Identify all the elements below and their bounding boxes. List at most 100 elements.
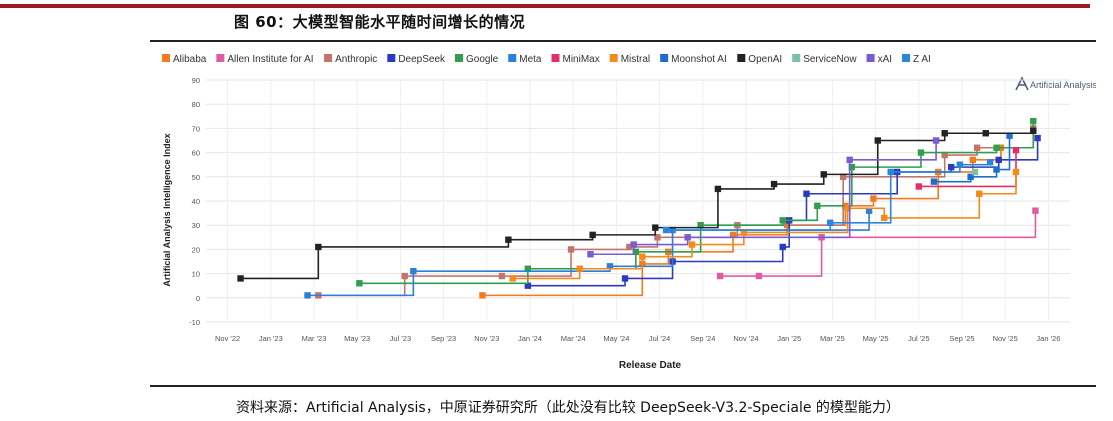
data-point[interactable] [652,224,659,231]
legend-item[interactable]: Alibaba [162,54,207,65]
data-point[interactable] [967,173,974,180]
data-point[interactable] [626,243,633,251]
series-xai [587,137,940,258]
legend-swatch [866,54,875,62]
data-point[interactable] [1030,117,1037,125]
data-point[interactable] [589,231,596,239]
x-tick-label: Mar '25 [820,334,845,343]
data-point[interactable] [887,168,894,176]
data-point[interactable] [498,272,506,280]
data-point[interactable] [621,275,629,282]
data-point[interactable] [930,178,938,185]
data-point[interactable] [729,231,737,239]
data-point[interactable] [915,183,922,190]
legend-label: xAI [878,54,892,65]
legend-item[interactable]: xAI [866,54,892,65]
data-point[interactable] [865,207,873,214]
data-point[interactable] [973,144,981,151]
data-point[interactable] [982,130,989,137]
data-point[interactable] [917,149,925,156]
data-point[interactable] [969,156,976,164]
data-point[interactable] [654,234,661,241]
data-point[interactable] [1030,127,1037,135]
legend-item[interactable]: OpenAI [737,54,782,65]
data-point[interactable] [874,137,881,144]
data-point[interactable] [688,241,696,248]
y-tick-label: 70 [192,124,200,133]
data-point[interactable] [697,222,704,229]
data-point[interactable] [1012,146,1020,154]
series-anthropic [315,125,1037,299]
legend: Alibaba Allen Institute for AI Anthropic De… [162,54,931,65]
data-point[interactable] [356,280,363,287]
data-point[interactable] [524,282,532,289]
data-point[interactable] [509,275,516,282]
legend-item[interactable]: ServiceNow [792,54,857,65]
data-point[interactable] [606,263,614,270]
legend-item[interactable]: Allen Institute for AI [216,54,314,65]
data-point[interactable] [779,243,786,251]
legend-item[interactable]: Meta [508,54,542,65]
data-point[interactable] [714,185,722,193]
data-point[interactable] [684,234,691,241]
data-point[interactable] [840,173,847,180]
data-point[interactable] [993,144,1000,151]
chart-frame: Alibaba Allen Institute for AI Anthropic De… [150,40,1098,382]
data-point[interactable] [870,195,877,202]
data-point[interactable] [587,251,594,258]
data-point[interactable] [844,205,851,212]
data-point[interactable] [948,163,955,171]
data-point[interactable] [740,229,748,236]
data-point[interactable] [941,130,948,137]
data-point[interactable] [567,246,575,253]
x-tick-label: Jan '25 [777,334,801,343]
data-point[interactable] [630,241,637,248]
data-point[interactable] [639,253,646,260]
data-point[interactable] [315,243,322,251]
data-point[interactable] [827,219,834,226]
data-point[interactable] [479,292,486,299]
legend-item[interactable]: Anthropic [324,54,377,65]
data-point[interactable] [820,171,827,178]
legend-label: Moonshot AI [671,54,727,65]
data-point[interactable] [716,272,724,280]
data-point[interactable] [971,168,979,176]
legend-swatch [660,54,669,62]
data-point[interactable] [576,265,583,272]
data-point[interactable] [1034,134,1041,142]
data-point[interactable] [976,190,983,197]
data-point[interactable] [1006,132,1013,139]
data-point[interactable] [524,265,532,272]
legend-item[interactable]: Google [455,54,499,65]
data-point[interactable] [779,217,786,224]
data-point[interactable] [237,275,244,282]
data-point[interactable] [1032,207,1039,214]
data-point[interactable] [986,159,994,166]
data-point[interactable] [881,214,888,222]
legend-item[interactable]: Mistral [609,54,650,65]
data-point[interactable] [304,292,311,299]
data-point[interactable] [662,226,670,234]
legend-item[interactable]: MiniMax [551,54,600,65]
data-point[interactable] [993,166,1000,173]
data-point[interactable] [1012,168,1020,176]
legend-item[interactable]: DeepSeek [387,54,446,65]
data-point[interactable] [410,267,417,275]
data-point[interactable] [814,202,821,210]
data-point[interactable] [932,137,940,144]
data-point[interactable] [505,236,512,243]
data-point[interactable] [848,163,856,171]
data-point[interactable] [846,156,853,164]
x-axis-label: Release Date [619,360,682,371]
data-point[interactable] [956,161,964,168]
data-point[interactable] [941,151,948,159]
data-point[interactable] [803,190,810,197]
legend-swatch [609,54,618,62]
data-point[interactable] [401,272,408,280]
data-point[interactable] [995,156,1002,164]
legend-item[interactable]: Moonshot AI [660,54,727,65]
data-point[interactable] [770,180,778,188]
data-point[interactable] [632,248,640,256]
data-point[interactable] [755,272,763,280]
legend-item[interactable]: Z AI [902,54,931,65]
